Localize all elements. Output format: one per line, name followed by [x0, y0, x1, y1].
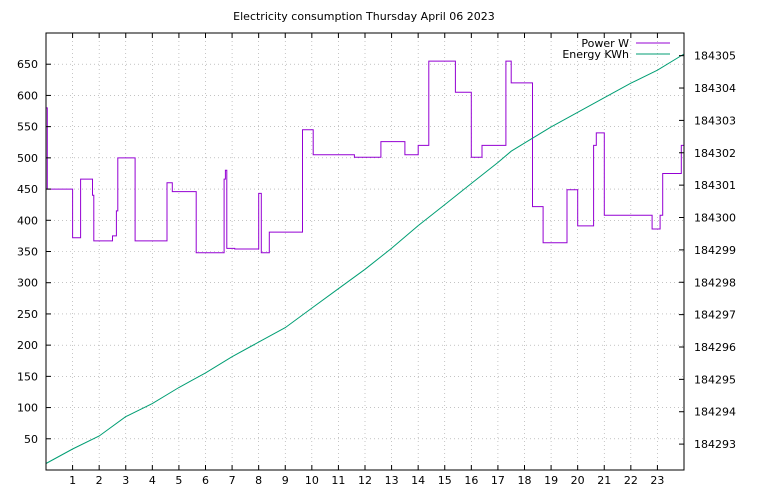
- x-tick-label: 12: [358, 474, 372, 487]
- legend-label: Energy KWh: [562, 48, 629, 61]
- legend-label: Power W: [581, 37, 629, 50]
- y2-tick-label: 184298: [694, 276, 736, 289]
- y-tick-label: 100: [17, 402, 38, 415]
- x-tick-label: 6: [202, 474, 209, 487]
- x-tick-label: 20: [571, 474, 585, 487]
- x-tick-label: 7: [229, 474, 236, 487]
- y2-tick-label: 184305: [694, 50, 736, 63]
- y2-tick-label: 184300: [694, 212, 736, 225]
- y-tick-label: 300: [17, 277, 38, 290]
- series-layer: [45, 53, 685, 464]
- x-tick-label: 11: [331, 474, 345, 487]
- y2-tick-label: 184303: [694, 114, 736, 127]
- tick-layer: 1 2 3 4 5 6 7 8 9 10 11 12 13 14 15 16 17 18 19 20 21 22 23501…: [17, 33, 736, 487]
- y-tick-label: 450: [17, 183, 38, 196]
- y2-tick-label: 184301: [694, 179, 736, 192]
- y2-tick-label: 184297: [694, 309, 736, 322]
- y2-tick-label: 184296: [694, 341, 736, 354]
- series-line-1: [45, 53, 685, 464]
- x-tick-label: 2: [96, 474, 103, 487]
- y2-tick-label: 184302: [694, 147, 736, 160]
- x-tick-label: 14: [411, 474, 425, 487]
- x-tick-label: 16: [464, 474, 478, 487]
- x-tick-label: 1: [69, 474, 76, 487]
- y2-tick-label: 184295: [694, 373, 736, 386]
- x-tick-label: 5: [175, 474, 182, 487]
- y2-tick-label: 184299: [694, 244, 736, 257]
- y-tick-label: 650: [17, 58, 38, 71]
- y-tick-label: 550: [17, 121, 38, 134]
- y-tick-label: 600: [17, 89, 38, 102]
- x-tick-label: 4: [149, 474, 156, 487]
- y2-tick-label: 184294: [694, 406, 736, 419]
- x-tick-label: 21: [597, 474, 611, 487]
- x-tick-label: 13: [385, 474, 399, 487]
- x-tick-label: 15: [438, 474, 452, 487]
- y-tick-label: 150: [17, 370, 38, 383]
- x-tick-label: 22: [624, 474, 638, 487]
- x-tick-label: 23: [650, 474, 664, 487]
- x-tick-label: 9: [282, 474, 289, 487]
- y2-tick-label: 184293: [694, 438, 736, 451]
- y-tick-label: 350: [17, 246, 38, 259]
- x-tick-label: 10: [305, 474, 319, 487]
- y-tick-label: 50: [24, 433, 38, 446]
- y-tick-label: 250: [17, 308, 38, 321]
- y-tick-label: 200: [17, 339, 38, 352]
- x-tick-label: 19: [544, 474, 558, 487]
- x-tick-label: 18: [518, 474, 532, 487]
- y-tick-label: 400: [17, 214, 38, 227]
- y2-tick-label: 184304: [694, 82, 736, 95]
- y-tick-label: 500: [17, 152, 38, 165]
- x-tick-label: 17: [491, 474, 505, 487]
- x-tick-label: 3: [122, 474, 129, 487]
- x-tick-label: 8: [255, 474, 262, 487]
- chart-title: Electricity consumption Thursday April 0…: [233, 10, 495, 23]
- series-line-0: [46, 60, 684, 254]
